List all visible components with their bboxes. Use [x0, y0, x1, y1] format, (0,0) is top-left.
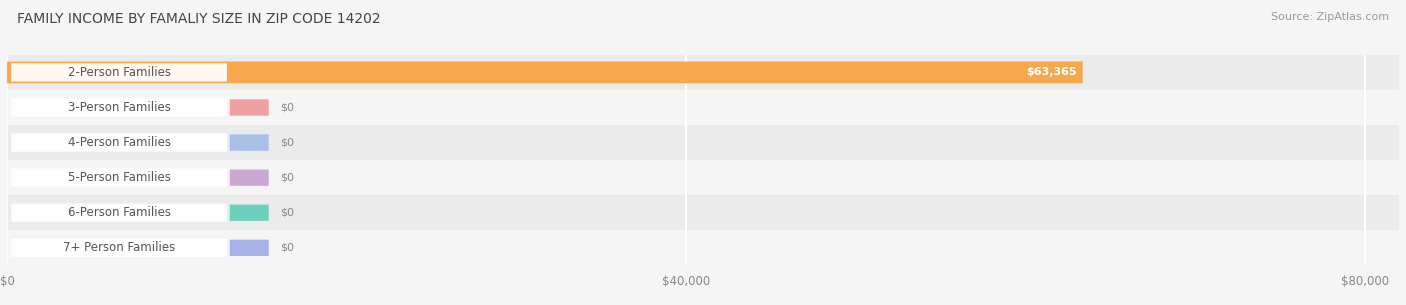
- FancyBboxPatch shape: [229, 99, 269, 116]
- Bar: [7, 230, 1399, 265]
- FancyBboxPatch shape: [229, 205, 269, 221]
- Text: $0: $0: [280, 243, 294, 253]
- FancyBboxPatch shape: [11, 239, 226, 257]
- FancyBboxPatch shape: [229, 240, 269, 256]
- Bar: [7, 90, 1399, 125]
- Text: 5-Person Families: 5-Person Families: [67, 171, 170, 184]
- FancyBboxPatch shape: [11, 134, 226, 152]
- Text: $0: $0: [280, 138, 294, 148]
- Text: 6-Person Families: 6-Person Families: [67, 206, 170, 219]
- Bar: [7, 125, 1399, 160]
- Bar: [7, 55, 1399, 90]
- Bar: [7, 160, 1399, 195]
- FancyBboxPatch shape: [229, 170, 269, 186]
- Text: $0: $0: [280, 102, 294, 113]
- FancyBboxPatch shape: [7, 62, 1083, 83]
- Text: 2-Person Families: 2-Person Families: [67, 66, 170, 79]
- Text: Source: ZipAtlas.com: Source: ZipAtlas.com: [1271, 12, 1389, 22]
- Text: FAMILY INCOME BY FAMALIY SIZE IN ZIP CODE 14202: FAMILY INCOME BY FAMALIY SIZE IN ZIP COD…: [17, 12, 381, 26]
- Text: 3-Person Families: 3-Person Families: [67, 101, 170, 114]
- Text: 7+ Person Families: 7+ Person Families: [63, 241, 176, 254]
- Text: 4-Person Families: 4-Person Families: [67, 136, 170, 149]
- FancyBboxPatch shape: [11, 63, 226, 81]
- Text: $63,365: $63,365: [1026, 67, 1077, 77]
- Text: $0: $0: [280, 173, 294, 183]
- FancyBboxPatch shape: [229, 135, 269, 151]
- Bar: [7, 195, 1399, 230]
- FancyBboxPatch shape: [11, 204, 226, 222]
- Text: $0: $0: [280, 208, 294, 218]
- FancyBboxPatch shape: [11, 99, 226, 117]
- FancyBboxPatch shape: [11, 169, 226, 187]
